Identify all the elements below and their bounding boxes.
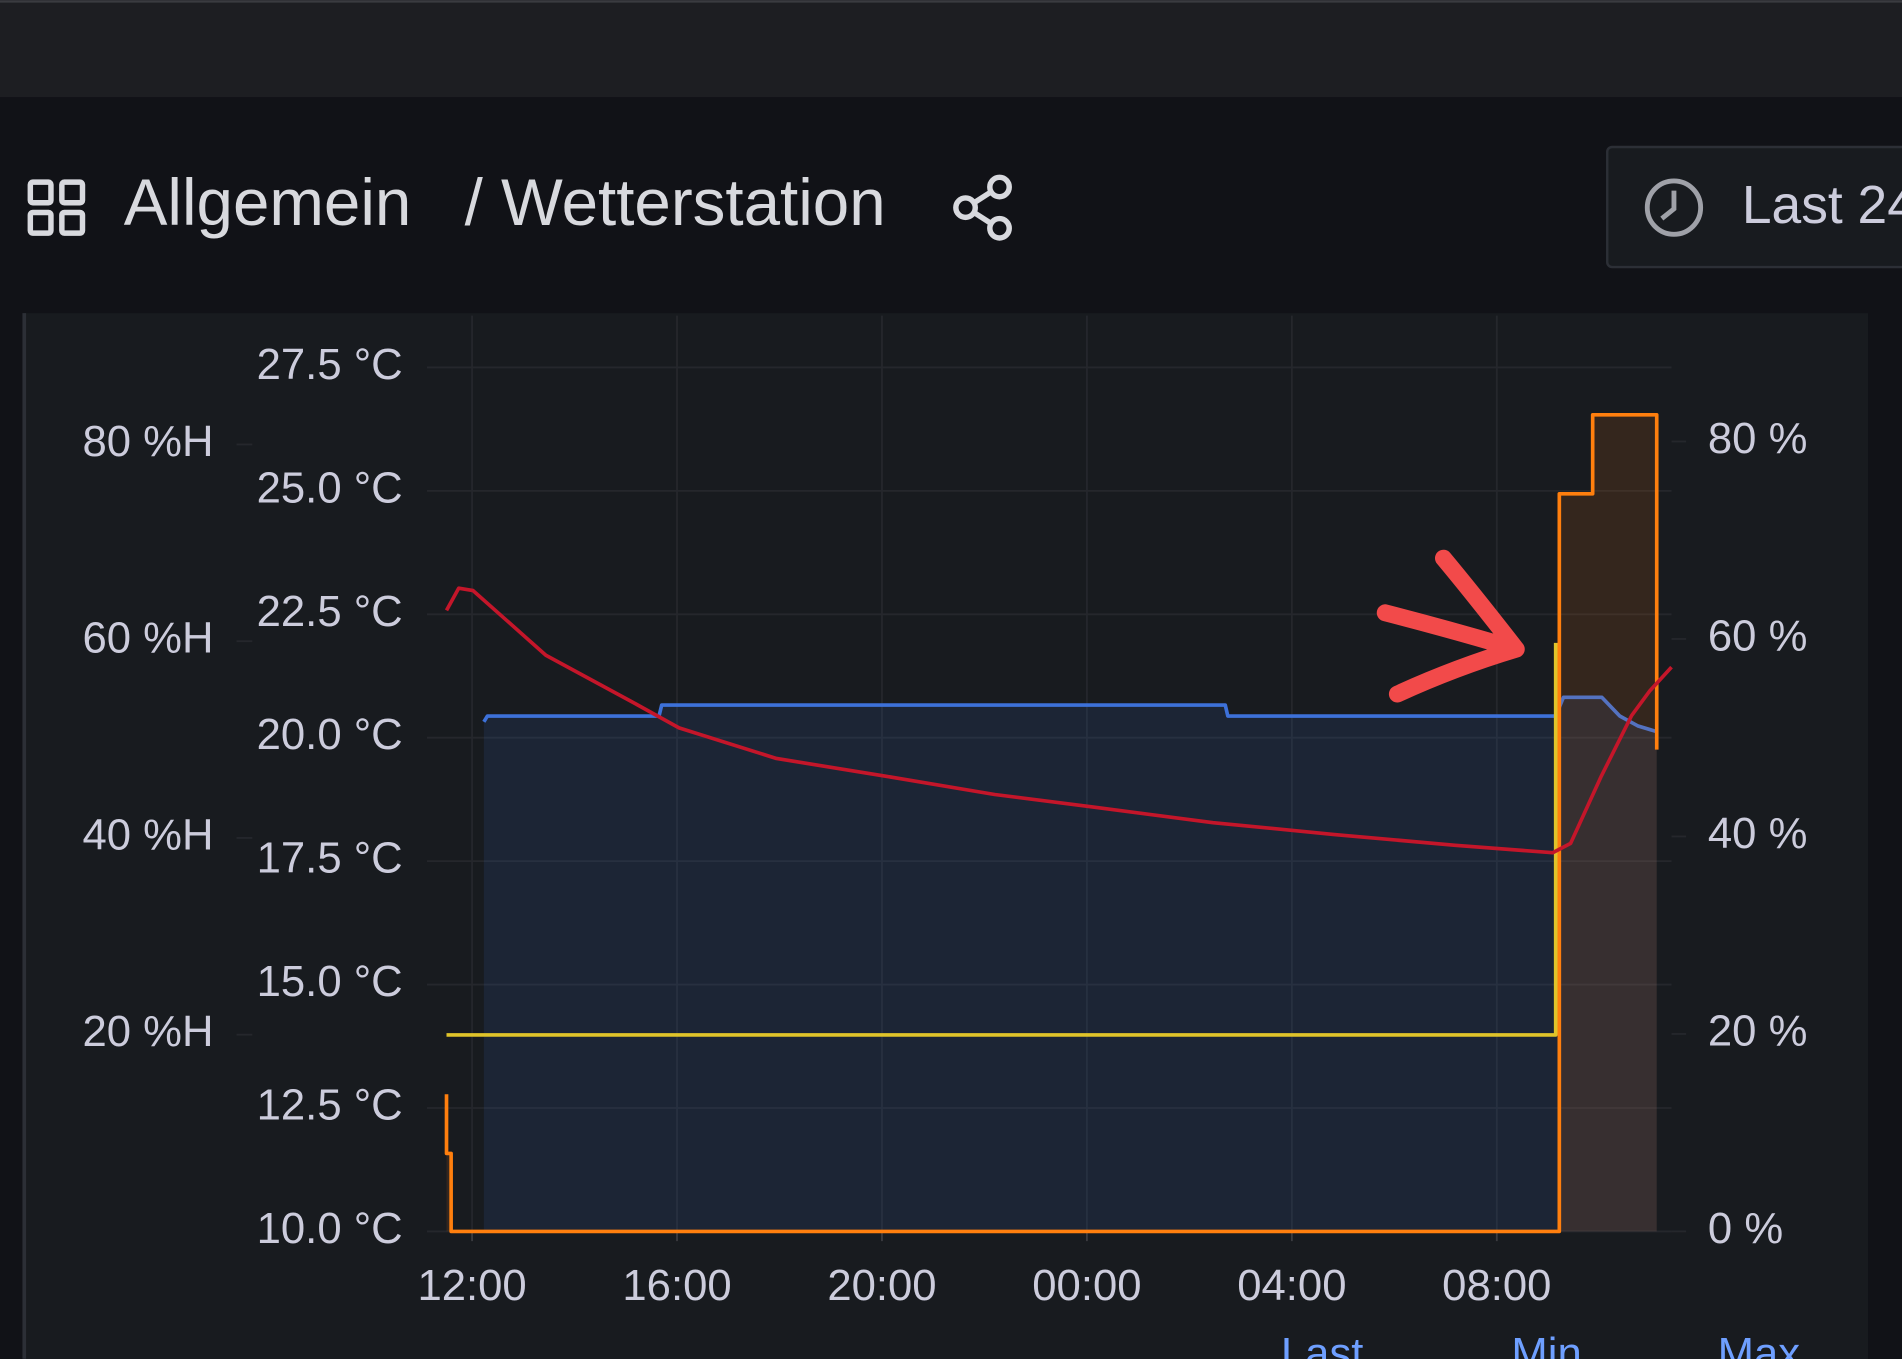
x-tick-label: 12:00: [417, 1261, 526, 1310]
time-range[interactable]: Last 24: [1742, 176, 1902, 235]
breadcrumb[interactable]: Allgemein: [124, 166, 412, 239]
legend-column-header: Max: [1718, 1329, 1801, 1359]
y2-tick-label: 20 %H: [82, 1007, 213, 1056]
annotation-arrow: [1376, 549, 1525, 703]
legend-column-header: Last: [1281, 1329, 1364, 1359]
y-tick-label: 25.0 °C: [257, 463, 403, 512]
y-tick-label: 17.5 °C: [257, 834, 403, 883]
y-tick-label: 12.5 °C: [257, 1081, 403, 1130]
y-tick-label: 10.0 °C: [257, 1204, 403, 1253]
dashboard-title[interactable]: / Wetterstation: [465, 166, 886, 239]
y-tick-label: 27.5 °C: [257, 340, 403, 389]
y3-tick-label: 0 %: [1708, 1204, 1783, 1253]
y3-tick-label: 60 %: [1708, 612, 1808, 661]
x-tick-label: 04:00: [1237, 1261, 1346, 1310]
series-line: [482, 695, 1658, 734]
series-line: [446, 642, 1558, 1037]
series-line: [444, 413, 1659, 1234]
y2-tick-label: 40 %H: [82, 810, 213, 859]
x-tick-label: 00:00: [1032, 1261, 1141, 1310]
y-tick-label: 22.5 °C: [257, 587, 403, 636]
x-tick-label: 20:00: [827, 1261, 936, 1310]
legend-column-header: Min: [1511, 1329, 1581, 1359]
plot: 12:00 16:00 20:00 00:00 04:00 08:00 10.0 °C 12.…: [82, 315, 1808, 1310]
legend-header: Last Min Max: [1281, 1329, 1800, 1359]
share-icon[interactable]: [953, 174, 1012, 241]
top-bar: [0, 0, 1902, 98]
y3-tick-label: 20 %: [1708, 1006, 1808, 1055]
y2-tick-label: 80 %H: [82, 417, 213, 466]
y3-tick-label: 80 %: [1708, 414, 1808, 463]
y-tick-label: 15.0 °C: [257, 957, 403, 1006]
time-picker[interactable]: Last 24: [1606, 145, 1902, 269]
x-tick-label: 16:00: [622, 1261, 731, 1310]
y-tick-label: 20.0 °C: [257, 710, 403, 759]
x-tick-label: 08:00: [1442, 1261, 1551, 1310]
y2-tick-label: 60 %H: [82, 614, 213, 663]
dashboard-icon[interactable]: [27, 179, 86, 236]
y3-tick-label: 40 %: [1708, 809, 1808, 858]
series-line: [444, 586, 1673, 855]
series-area: [483, 697, 1657, 1232]
